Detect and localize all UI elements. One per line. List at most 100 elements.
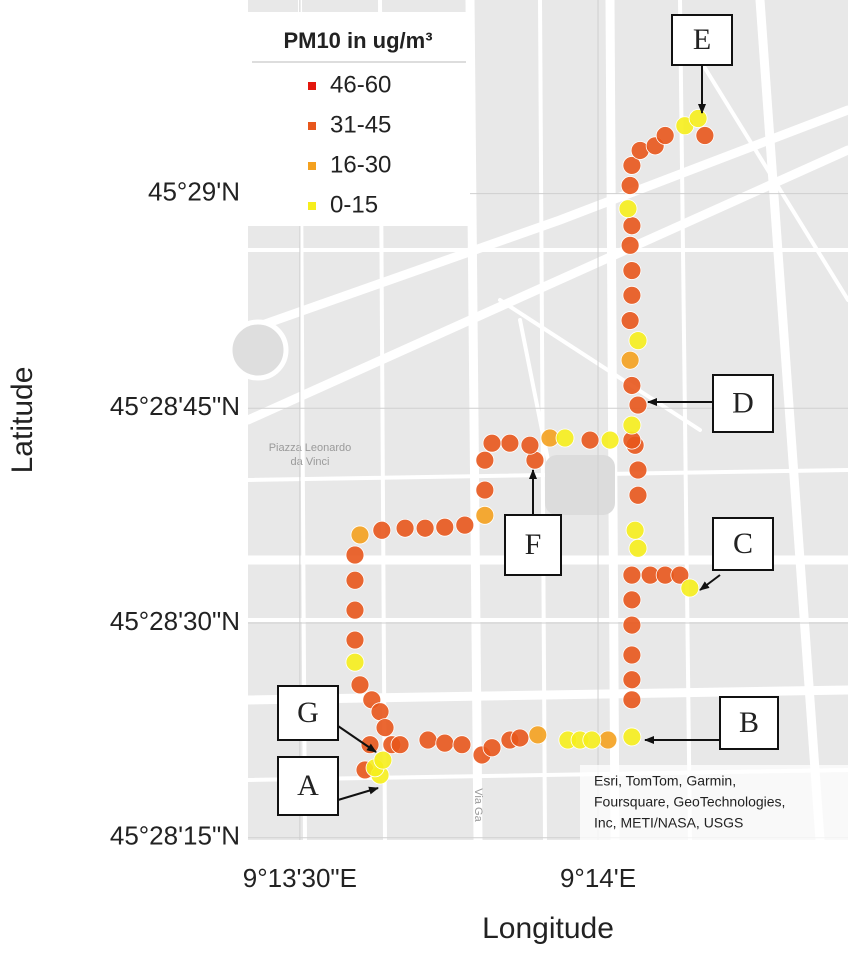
data-point: [620, 235, 640, 255]
data-point: [345, 545, 365, 565]
annotation-label: C: [733, 527, 753, 560]
data-point: [345, 630, 365, 650]
data-point: [455, 515, 475, 535]
y-tick-label: 45°28'30"N: [110, 606, 240, 636]
annotation-label: B: [739, 706, 759, 739]
annotation-label: G: [297, 696, 319, 729]
data-point: [622, 376, 642, 395]
annotations: A B C D E F G: [277, 14, 779, 816]
legend-label: 16-30: [330, 151, 391, 178]
data-point: [622, 690, 642, 710]
data-point: [618, 199, 638, 219]
annotation-box: [719, 696, 779, 750]
data-point: [622, 261, 642, 280]
data-point: [695, 126, 715, 145]
data-point: [475, 505, 495, 525]
annotation-arrow: [699, 574, 721, 591]
legend: PM10 in ug/m³ 46-60 31-45 16-30 0-15: [248, 12, 470, 226]
data-point: [598, 730, 618, 750]
data-point: [628, 460, 648, 480]
annotation-box: [712, 517, 774, 571]
legend-swatch: [308, 82, 316, 90]
data-point: [500, 433, 520, 453]
data-point: [620, 311, 640, 330]
data-point: [510, 728, 530, 748]
data-point: [475, 480, 495, 500]
data-point: [620, 176, 640, 195]
data-point: [600, 430, 620, 450]
legend-title: PM10 in ug/m³: [283, 28, 432, 53]
legend-swatch: [308, 202, 316, 210]
data-point: [622, 727, 642, 747]
attribution: Esri, TomTom, Garmin,: [594, 773, 736, 789]
x-tick-label: 9°13'30"E: [243, 863, 357, 893]
annotation-label: A: [297, 769, 319, 802]
data-point: [622, 645, 642, 665]
data-point: [622, 670, 642, 690]
annotation-label: E: [693, 23, 711, 56]
data-point: [482, 433, 502, 453]
data-point: [622, 415, 642, 435]
legend-label: 31-45: [330, 111, 391, 138]
data-point: [435, 733, 455, 753]
data-point: [370, 702, 390, 722]
data-point: [622, 156, 642, 175]
data-point: [345, 600, 365, 620]
y-tick-label: 45°28'45"N: [110, 391, 240, 421]
annotation-label: F: [525, 528, 542, 561]
map-label: da Vinci: [291, 456, 330, 468]
map-label: Via Ga: [472, 788, 484, 822]
annotation-label: D: [732, 386, 754, 419]
y-tick-label: 45°29'N: [148, 176, 240, 206]
data-point: [435, 517, 455, 537]
map-label: Piazza Leonardo: [269, 442, 352, 454]
data-point: [655, 126, 675, 145]
attribution-box: Esri, TomTom, Garmin, Foursquare, GeoTec…: [580, 765, 848, 840]
annotation-arrow: [337, 725, 377, 753]
data-point: [688, 109, 708, 128]
x-tick-label: 9°14'E: [560, 863, 636, 893]
data-point: [622, 615, 642, 635]
data-point: [520, 435, 540, 455]
data-point: [528, 725, 548, 745]
points: [345, 109, 715, 785]
data-point: [628, 538, 648, 558]
attribution: Foursquare, GeoTechnologies,: [594, 794, 785, 810]
data-point: [628, 395, 648, 415]
data-point: [622, 285, 642, 305]
annotation-box: [504, 514, 562, 576]
data-point: [580, 430, 600, 450]
data-point: [390, 735, 410, 755]
data-point: [395, 518, 415, 538]
annotation-box: [277, 685, 339, 741]
annotation-box: [671, 14, 733, 66]
data-point: [345, 570, 365, 590]
data-point: [452, 735, 472, 755]
annotation-box: [277, 756, 339, 816]
data-point: [582, 730, 602, 750]
legend-label: 0-15: [330, 191, 378, 218]
data-point: [620, 350, 640, 370]
data-point: [625, 520, 645, 540]
data-point: [372, 520, 392, 540]
x-axis-label: Longitude: [482, 912, 614, 945]
attribution: Inc, METI/NASA, USGS: [594, 815, 743, 831]
data-point: [628, 485, 648, 505]
data-point: [418, 730, 438, 750]
major-streets: [243, 0, 853, 845]
legend-swatch: [308, 162, 316, 170]
legend-swatch: [308, 122, 316, 130]
data-point: [670, 565, 690, 585]
legend-background: [248, 12, 470, 226]
data-point: [622, 216, 642, 236]
data-point: [482, 738, 502, 758]
data-point: [373, 750, 393, 770]
annotation-box: [712, 374, 774, 433]
legend-label: 46-60: [330, 71, 391, 98]
stadium: [545, 455, 615, 515]
y-axis-label: Latitude: [6, 367, 39, 474]
annotation-arrow: [337, 786, 379, 801]
data-point: [350, 675, 370, 695]
data-point: [375, 718, 395, 738]
